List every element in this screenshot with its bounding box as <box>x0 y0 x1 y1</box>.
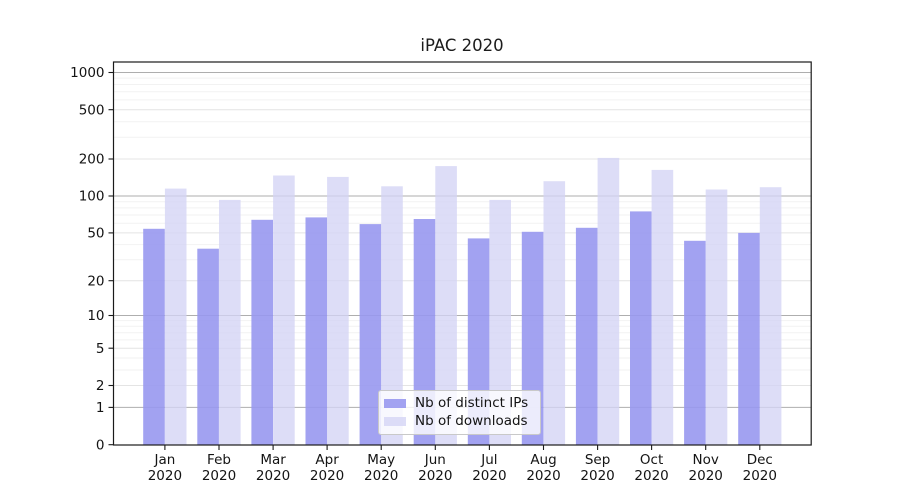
y-tick-label: 200 <box>79 152 105 168</box>
x-tick-label-month: Oct <box>640 452 663 468</box>
x-tick-label-month: Sep <box>585 452 610 468</box>
bar-distinct-ips <box>684 240 706 445</box>
y-tick-label: 5 <box>96 341 105 357</box>
bar-distinct-ips <box>630 211 652 445</box>
x-tick-label-year: 2020 <box>526 468 560 484</box>
plot-layers: 01251020501002005001000Jan2020Feb2020Mar… <box>70 61 812 484</box>
bar-distinct-ips <box>197 248 219 445</box>
bar-distinct-ips <box>738 232 760 445</box>
legend-label-distinct-ips: Nb of distinct IPs <box>415 395 529 411</box>
bar-downloads <box>381 186 403 446</box>
x-tick-label-month: Jun <box>424 452 446 468</box>
y-tick-label: 10 <box>87 308 104 324</box>
x-tick-label-month: Apr <box>315 452 339 468</box>
bar-downloads <box>489 199 511 445</box>
y-tick-label: 20 <box>87 273 104 289</box>
legend-item-distinct-ips: Nb of distinct IPs <box>384 395 532 413</box>
x-tick-label-year: 2020 <box>364 468 398 484</box>
x-tick-label-year: 2020 <box>580 468 614 484</box>
x-tick-label-month: Nov <box>693 452 719 468</box>
x-tick-label-year: 2020 <box>256 468 290 484</box>
y-tick-label: 1 <box>96 400 105 416</box>
chart-title: iPAC 2020 <box>420 36 503 55</box>
x-tick-label-year: 2020 <box>743 468 777 484</box>
bar-downloads <box>759 187 782 445</box>
y-tick-label: 100 <box>79 189 105 205</box>
bar-downloads <box>705 189 728 445</box>
bar-downloads <box>597 157 620 445</box>
x-tick-label-year: 2020 <box>148 468 182 484</box>
x-tick-label-month: Feb <box>207 452 231 468</box>
y-axis: 0 1 2 5 10 20 50 100 200 500 1000 <box>70 65 114 453</box>
x-tick-label-month: Aug <box>530 452 556 468</box>
x-tick-label-year: 2020 <box>472 468 506 484</box>
y-tick-label: 2 <box>96 378 105 394</box>
y-tick-label: 500 <box>79 102 105 118</box>
bar-distinct-ips <box>413 219 436 445</box>
x-tick-label-month: Jan <box>153 452 175 468</box>
bar-distinct-ips <box>359 224 382 445</box>
bar-downloads <box>543 181 566 445</box>
bar-distinct-ips <box>575 227 598 445</box>
bar-downloads <box>327 176 349 445</box>
bar-distinct-ips <box>251 219 273 445</box>
y-tick-label: 1000 <box>70 65 104 81</box>
y-tick-label: 0 <box>96 437 105 453</box>
x-tick-label-month: Jul <box>480 452 497 468</box>
bar-downloads <box>164 188 187 445</box>
x-tick-label-year: 2020 <box>418 468 452 484</box>
legend-label-downloads: Nb of downloads <box>415 412 528 429</box>
x-axis: Jan2020Feb2020Mar2020Apr2020May2020Jun20… <box>148 445 777 484</box>
x-tick-label-month: Mar <box>260 452 286 468</box>
legend-swatch-downloads <box>384 416 406 426</box>
bar-downloads <box>273 175 295 445</box>
x-tick-label-year: 2020 <box>634 468 668 484</box>
bar-distinct-ips <box>143 228 165 445</box>
x-tick-label-month: May <box>367 452 395 468</box>
x-tick-label-month: Dec <box>747 452 773 468</box>
bar-downloads <box>435 166 457 445</box>
x-tick-label-year: 2020 <box>202 468 236 484</box>
plot-frame <box>112 61 812 446</box>
bar-distinct-ips <box>305 217 328 445</box>
bar-downloads <box>651 169 674 445</box>
y-tick-label: 50 <box>87 226 104 242</box>
legend-swatch-distinct-ips <box>384 399 406 409</box>
legend-item-downloads: Nb of downloads <box>384 413 532 431</box>
x-tick-label-year: 2020 <box>689 468 723 484</box>
legend: Nb of distinct IPs Nb of downloads <box>378 390 541 435</box>
bar-downloads <box>219 199 241 445</box>
x-tick-label-year: 2020 <box>310 468 344 484</box>
